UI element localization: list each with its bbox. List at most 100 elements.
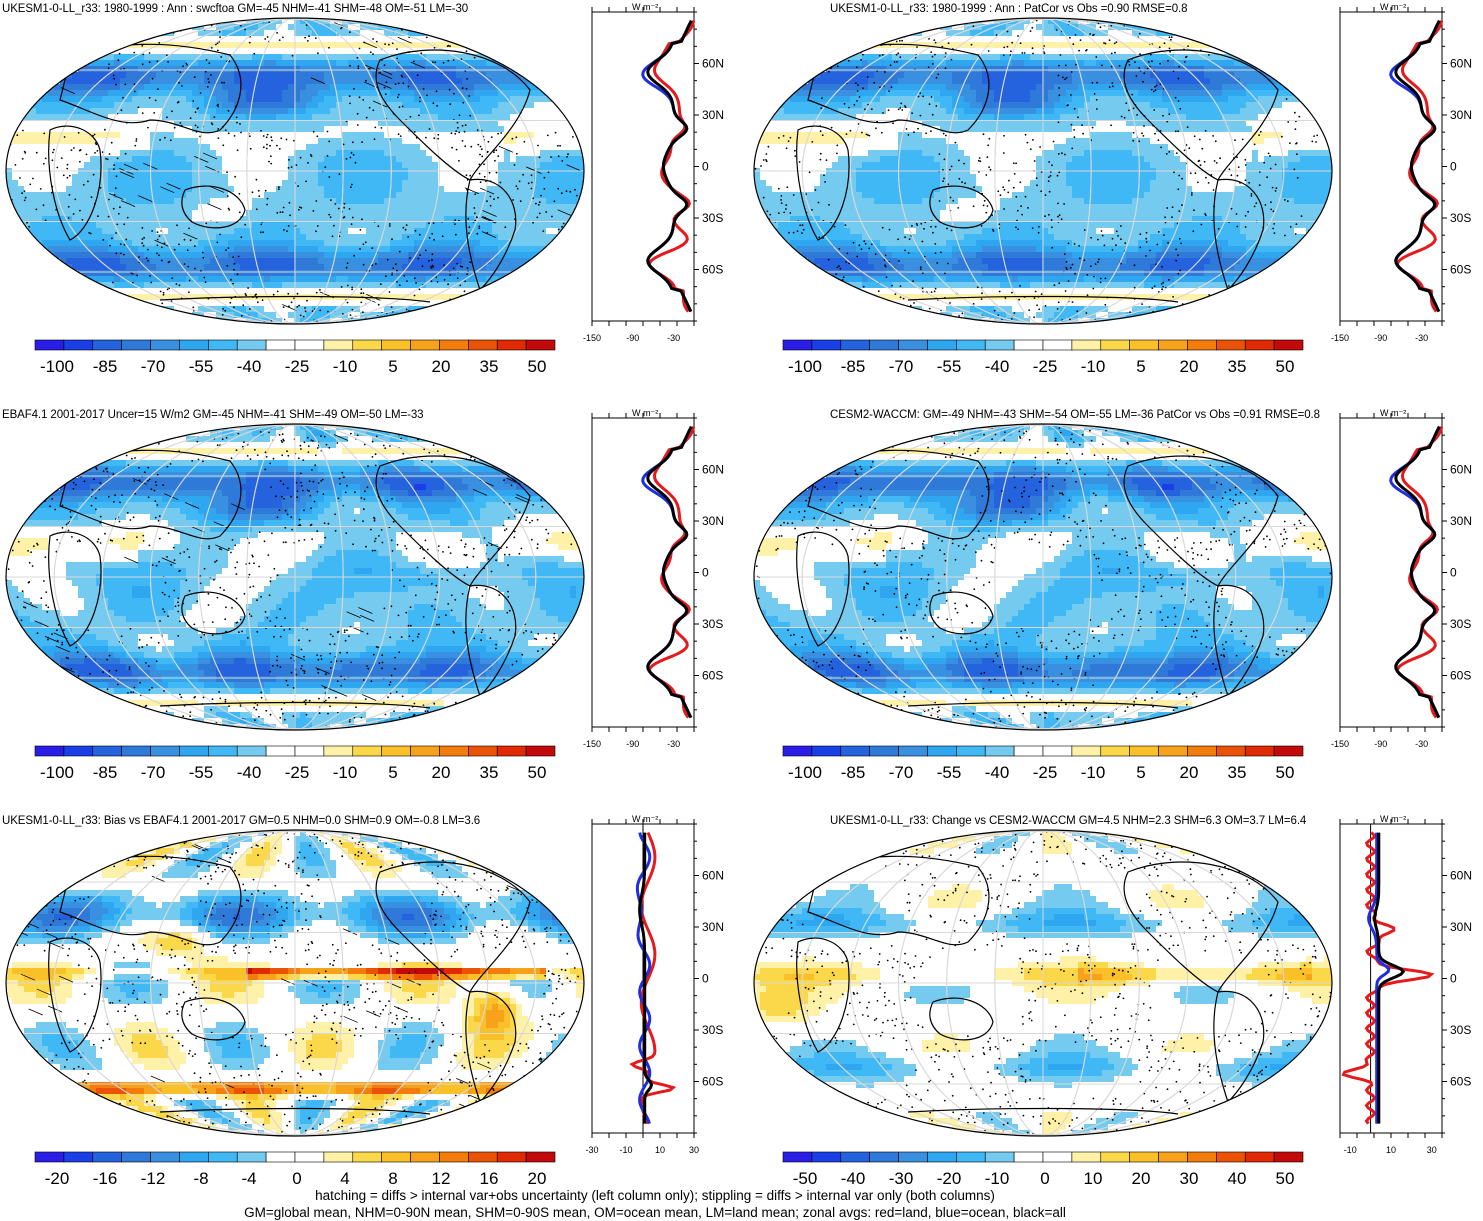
map-cell bbox=[498, 204, 505, 211]
map-cell bbox=[300, 96, 307, 103]
map-cell bbox=[552, 108, 559, 115]
map-cell bbox=[468, 72, 475, 79]
map-cell bbox=[444, 216, 451, 223]
map-cell bbox=[432, 54, 439, 61]
map-cell bbox=[492, 162, 499, 169]
map-cell bbox=[264, 210, 271, 217]
map-cell bbox=[264, 288, 271, 295]
map-cell bbox=[1012, 24, 1019, 31]
map-cell bbox=[390, 180, 397, 187]
map-cell bbox=[402, 210, 409, 217]
map-cell bbox=[318, 252, 325, 259]
map-cell bbox=[384, 264, 391, 271]
map-cell bbox=[174, 96, 181, 103]
map-cell bbox=[408, 132, 415, 139]
map-cell bbox=[342, 162, 349, 169]
map-cell bbox=[336, 180, 343, 187]
stipple-dot bbox=[167, 261, 170, 264]
map-cell bbox=[510, 174, 517, 181]
map-cell bbox=[330, 306, 337, 313]
stipple-dot bbox=[108, 63, 110, 66]
map-cell bbox=[132, 96, 139, 103]
map-cell bbox=[378, 102, 385, 109]
stipple-dot bbox=[53, 148, 55, 151]
map-cell bbox=[432, 60, 439, 67]
map-cell bbox=[276, 78, 283, 85]
map-cell bbox=[66, 78, 73, 85]
map-cell bbox=[408, 96, 415, 103]
map-cell bbox=[330, 288, 337, 295]
map-cell bbox=[228, 252, 235, 259]
map-cell bbox=[78, 96, 85, 103]
stipple-dot bbox=[351, 288, 353, 291]
map-cell bbox=[414, 198, 421, 205]
map-cell bbox=[60, 252, 67, 259]
map-cell bbox=[270, 138, 277, 145]
map-cell bbox=[312, 72, 319, 79]
map-cell bbox=[360, 72, 367, 79]
map-cell bbox=[390, 198, 397, 205]
map-cell bbox=[504, 228, 511, 235]
stipple-dot bbox=[458, 131, 461, 134]
map-cell bbox=[168, 264, 175, 271]
stipple-dot bbox=[205, 222, 208, 225]
map-cell bbox=[204, 270, 211, 277]
map-cell bbox=[66, 138, 73, 145]
map-cell bbox=[54, 246, 61, 253]
map-cell bbox=[426, 216, 433, 223]
map-cell bbox=[312, 126, 319, 133]
map-cell bbox=[396, 222, 403, 229]
stipple-dot bbox=[262, 146, 265, 149]
map-cell bbox=[186, 66, 193, 73]
map-cell bbox=[312, 204, 319, 211]
map-cell bbox=[216, 60, 223, 67]
map-cell bbox=[276, 96, 283, 103]
stipple-dot bbox=[21, 192, 23, 195]
meridian bbox=[53, 18, 537, 324]
map-cell bbox=[372, 108, 379, 115]
map-cell bbox=[378, 84, 385, 91]
map-cell bbox=[186, 228, 193, 235]
map-cell bbox=[456, 252, 463, 259]
stipple-dot bbox=[374, 126, 377, 129]
map-cell bbox=[426, 228, 433, 235]
map-cell bbox=[78, 246, 85, 253]
map-cell bbox=[420, 198, 427, 205]
map-cell bbox=[354, 234, 361, 241]
map-cell bbox=[132, 72, 139, 79]
map-cell bbox=[264, 264, 271, 271]
map-cell bbox=[288, 192, 295, 199]
map-cell bbox=[144, 294, 151, 301]
map-cell bbox=[138, 270, 145, 277]
map-cell bbox=[564, 126, 571, 133]
map-cell bbox=[336, 222, 343, 229]
stipple-dot bbox=[379, 283, 382, 286]
map-cell bbox=[186, 48, 193, 55]
map-cell bbox=[504, 84, 511, 91]
map-cell bbox=[426, 276, 433, 283]
hatch-line bbox=[207, 203, 222, 210]
map-cell bbox=[216, 234, 223, 241]
map-cell bbox=[36, 150, 43, 157]
stipple-dot bbox=[245, 294, 248, 297]
map-cell bbox=[348, 210, 355, 217]
stipple-dot bbox=[178, 284, 181, 287]
stipple-dot bbox=[500, 132, 503, 134]
map-cell bbox=[474, 60, 481, 67]
map-cell bbox=[222, 180, 229, 187]
map-cell bbox=[504, 132, 511, 139]
map-cell bbox=[456, 198, 463, 205]
map-cell bbox=[150, 258, 157, 265]
map-cell bbox=[336, 54, 343, 61]
map-cell bbox=[138, 180, 145, 187]
map-cell bbox=[432, 258, 439, 265]
stipple-dot bbox=[421, 265, 424, 268]
map-cell bbox=[462, 108, 469, 115]
panel-figure: -100 -85 -70 -55 -40 -25 -10 5 20 35 50W m⁻²-150 -9… bbox=[753, 2, 1472, 376]
map-cell bbox=[210, 204, 217, 211]
map-cell bbox=[144, 60, 151, 67]
map-cell bbox=[336, 276, 343, 283]
map-cell bbox=[546, 132, 553, 139]
zonal-lat-label: 60N bbox=[702, 57, 724, 71]
map-cell bbox=[234, 186, 241, 193]
